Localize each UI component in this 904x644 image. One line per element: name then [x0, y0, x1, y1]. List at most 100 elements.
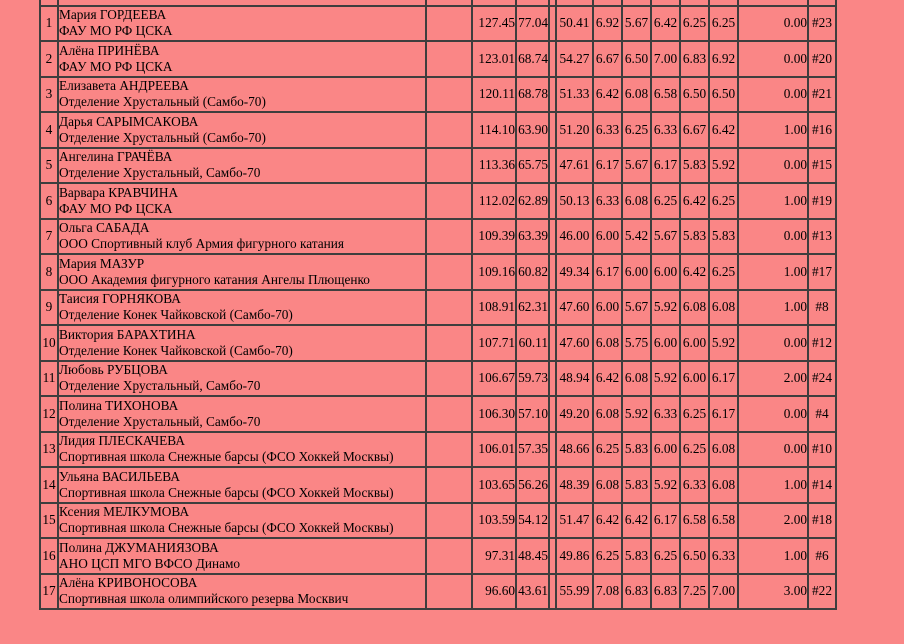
component-score-cell: 5.83: [621, 537, 652, 575]
rank-cell: 17: [39, 572, 59, 610]
score-a-cell: 43.61: [515, 572, 550, 610]
component-score-cell: 6.25: [592, 430, 623, 468]
spacer-cell: [548, 359, 557, 397]
component-score-cell: 6.00: [679, 359, 710, 397]
rank-cell: 3: [39, 75, 59, 113]
table-row: 9 Таисия ГОРНЯКОВА Отделение Конек Чайковс…: [39, 288, 837, 326]
table-row: 4 Дарья САРЫМСАКОВА Отделение Хрустальный …: [39, 111, 837, 149]
component-score-cell: 5.92: [650, 288, 681, 326]
score-a-cell: [515, 0, 550, 7]
empty-cell: [425, 0, 473, 7]
start-number-cell: #10: [807, 430, 837, 468]
rank-cell: 5: [39, 146, 59, 184]
score-a-cell: 54.12: [515, 501, 550, 539]
rank-cell: 9: [39, 288, 59, 326]
score-a-cell: 60.82: [515, 253, 550, 291]
total-score-cell: 96.60: [471, 572, 517, 610]
component-score-cell: 6.42: [708, 111, 739, 149]
deduction-cell: 1.00: [737, 111, 809, 149]
score-a-cell: 68.74: [515, 40, 550, 78]
component-score-cell: 6.33: [708, 537, 739, 575]
component-score-cell: 6.83: [650, 572, 681, 610]
spacer-cell: [548, 466, 557, 504]
skater-club: Отделение Хрустальный (Самбо-70): [59, 94, 266, 110]
total-score-cell: 109.16: [471, 253, 517, 291]
score-a-cell: 62.89: [515, 182, 550, 220]
component-score-cell: 6.00: [621, 253, 652, 291]
component-score-cell: 6.50: [708, 75, 739, 113]
empty-cell: [425, 359, 473, 397]
deduction-cell: [737, 0, 809, 7]
component-score-cell: 7.00: [650, 40, 681, 78]
component-score-cell: 6.08: [621, 359, 652, 397]
component-score-cell: 6.00: [679, 324, 710, 362]
total-score-cell: 112.02: [471, 182, 517, 220]
deduction-cell: 1.00: [737, 182, 809, 220]
component-score-cell: 5.92: [621, 395, 652, 433]
start-number-cell: #22: [807, 572, 837, 610]
empty-cell: [425, 182, 473, 220]
component-score-cell: 6.50: [621, 40, 652, 78]
score-b-cell: 47.61: [555, 146, 594, 184]
skater-name: Ульяна ВАСИЛЬЕВА: [59, 468, 180, 484]
skater-name: Мария МАЗУР: [59, 255, 145, 271]
score-b-cell: 50.41: [555, 4, 594, 42]
deduction-cell: 0.00: [737, 4, 809, 42]
table-row: 15 Ксения МЕЛКУМОВА Спортивная школа Снежн…: [39, 501, 837, 539]
partial-top-row: [39, 0, 837, 7]
rank-cell: 14: [39, 466, 59, 504]
empty-cell: [425, 253, 473, 291]
component-score-cell: 6.17: [708, 359, 739, 397]
empty-cell: [425, 395, 473, 433]
score-a-cell: 68.78: [515, 75, 550, 113]
skater-cell: Варвара КРАВЧИНА ФАУ МО РФ ЦСКА: [57, 182, 427, 220]
component-score-cell: 6.33: [592, 111, 623, 149]
start-number-cell: #24: [807, 359, 837, 397]
component-score-cell: 6.08: [621, 75, 652, 113]
empty-cell: [425, 4, 473, 42]
component-score-cell: 6.25: [650, 182, 681, 220]
table-row: 6 Варвара КРАВЧИНА ФАУ МО РФ ЦСКА 112.02 62.…: [39, 182, 837, 220]
empty-cell: [425, 146, 473, 184]
skater-club: ФАУ МО РФ ЦСКА: [59, 200, 173, 216]
start-number-cell: #14: [807, 466, 837, 504]
component-score-cell: 6.92: [708, 40, 739, 78]
skater-name: Варвара КРАВЧИНА: [59, 184, 179, 200]
empty-cell: [425, 40, 473, 78]
spacer-cell: [548, 40, 557, 78]
component-score-cell: 5.42: [621, 217, 652, 255]
score-b-cell: 51.20: [555, 111, 594, 149]
start-number-cell: [807, 0, 837, 7]
skater-cell: Виктория БАРАХТИНА Отделение Конек Чайков…: [57, 324, 427, 362]
component-score-cell: 7.08: [592, 572, 623, 610]
table-row: 5 Ангелина ГРАЧЁВА Отделение Хрустальный, …: [39, 146, 837, 184]
component-score-cell: 5.67: [650, 217, 681, 255]
skater-club: Спортивная школа Снежные барсы (ФСО Хокк…: [59, 449, 394, 465]
component-score-cell: 6.00: [592, 217, 623, 255]
score-b-cell: 46.00: [555, 217, 594, 255]
component-score-cell: 6.33: [592, 182, 623, 220]
component-score-cell: 6.83: [621, 572, 652, 610]
skater-club: Спортивная школа Снежные барсы (ФСО Хокк…: [59, 520, 394, 536]
empty-cell: [425, 430, 473, 468]
skater-cell: [57, 0, 427, 7]
component-score-cell: 6.17: [592, 146, 623, 184]
table-row: 10 Виктория БАРАХТИНА Отделение Конек Чайк…: [39, 324, 837, 362]
component-score-cell: 6.17: [708, 395, 739, 433]
table-row: 7 Ольга САБАДА ООО Спортивный клуб Армия ф…: [39, 217, 837, 255]
skater-club: Отделение Хрустальный, Самбо-70: [59, 378, 261, 394]
start-number-cell: #18: [807, 501, 837, 539]
table-row: 3 Елизавета АНДРЕЕВА Отделение Хрустальный…: [39, 75, 837, 113]
total-score-cell: 127.45: [471, 4, 517, 42]
empty-cell: [425, 572, 473, 610]
start-number-cell: #13: [807, 217, 837, 255]
total-score-cell: [471, 0, 517, 7]
score-b-cell: 49.20: [555, 395, 594, 433]
skater-cell: Любовь РУБЦОВА Отделение Хрустальный, Сам…: [57, 359, 427, 397]
total-score-cell: 114.10: [471, 111, 517, 149]
deduction-cell: 1.00: [737, 537, 809, 575]
deduction-cell: 1.00: [737, 253, 809, 291]
spacer-cell: [548, 572, 557, 610]
skater-cell: Мария МАЗУР ООО Академия фигурного катани…: [57, 253, 427, 291]
rank-cell: 15: [39, 501, 59, 539]
